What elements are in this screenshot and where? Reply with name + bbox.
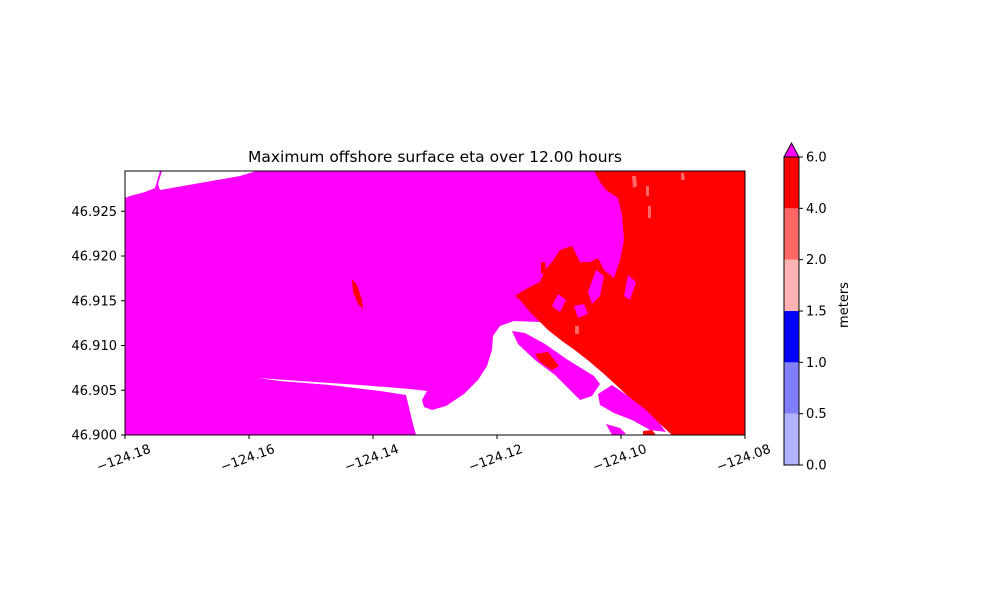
- colorbar-segment: [784, 362, 799, 414]
- plot-area: [125, 171, 745, 435]
- high-eta-patch: [648, 206, 651, 218]
- colorbar-segment: [784, 208, 799, 260]
- offshore-eta-inclusion: [610, 250, 618, 270]
- island-offshore: [606, 424, 626, 435]
- x-tick-label: −124.18: [95, 442, 153, 475]
- y-tick-label: 46.915: [72, 294, 118, 309]
- x-tick-label: −124.16: [219, 442, 277, 475]
- high-eta-patch: [646, 186, 649, 196]
- dry-land-bottom: [258, 321, 672, 435]
- colorbar-tick-label: 0.0: [806, 459, 827, 474]
- x-tick-label: −124.12: [467, 442, 525, 475]
- colorbar-tick-label: 1.5: [806, 305, 827, 320]
- offshore-eta-inclusion: [588, 270, 604, 304]
- nearshore-eta-patch: [541, 262, 546, 274]
- plot-frame: [124, 170, 746, 436]
- high-eta-patch: [575, 326, 579, 334]
- colorbar-segment: [784, 157, 799, 209]
- x-tick-label: −124.14: [343, 442, 401, 475]
- nearshore-eta-patch: [535, 352, 559, 370]
- island-offshore: [598, 385, 666, 432]
- y-tick-label: 46.910: [72, 339, 118, 354]
- colorbar-extend-arrow: [783, 141, 800, 158]
- dry-land-upper-left: [125, 171, 160, 198]
- colorbar-tick-label: 0.5: [806, 407, 827, 422]
- colorbar-tick-label: 4.0: [806, 202, 827, 217]
- offshore-eta-inclusion: [624, 275, 636, 300]
- colorbar-segment: [784, 311, 799, 363]
- chart-title: Maximum offshore surface eta over 12.00 …: [248, 148, 622, 166]
- y-tick-label: 46.905: [72, 384, 118, 399]
- x-axis: −124.18 −124.16 −124.14 −124.12 −124.10 −124.…: [95, 435, 773, 475]
- colorbar-segment: [784, 259, 799, 311]
- colorbar-label: meters: [837, 282, 852, 328]
- colorbar-tick-label: 1.0: [806, 356, 827, 371]
- high-eta-patch: [632, 176, 637, 188]
- x-tick-label: −124.10: [591, 442, 649, 475]
- colorbar: 0.0 0.5 1.0 1.5 2.0 4.0 6.0: [783, 141, 827, 474]
- offshore-eta-inclusion: [552, 294, 566, 312]
- nearshore-eta-patch: [643, 430, 656, 435]
- colorbar-tick-label: 2.0: [806, 253, 827, 268]
- high-eta-patch: [681, 173, 685, 180]
- nearshore-eta-patch: [352, 279, 363, 309]
- y-tick-label: 46.900: [72, 429, 118, 444]
- colorbar-tick-label: 6.0: [806, 151, 827, 166]
- colorbar-segment: [784, 413, 799, 465]
- nearshore-eta-region: [515, 171, 745, 435]
- y-tick-label: 46.920: [72, 250, 118, 265]
- x-tick-label: −124.08: [715, 442, 773, 475]
- y-tick-label: 46.925: [72, 205, 118, 220]
- offshore-eta-inclusion: [574, 304, 588, 318]
- y-axis: 46.900 46.905 46.910 46.915 46.920 46.925: [72, 205, 125, 444]
- dry-land-top: [158, 171, 256, 190]
